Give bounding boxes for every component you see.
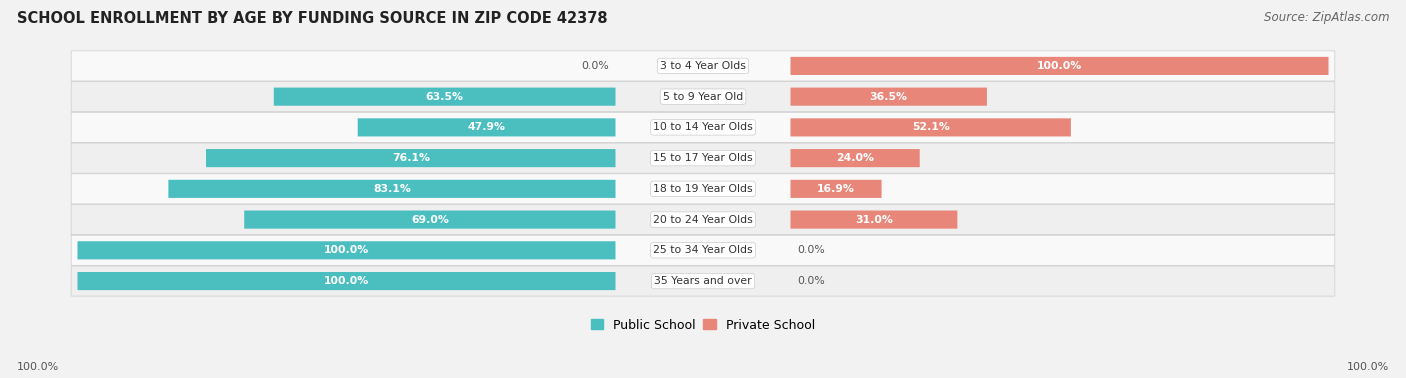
Text: 100.0%: 100.0%: [17, 363, 59, 372]
Text: 15 to 17 Year Olds: 15 to 17 Year Olds: [654, 153, 752, 163]
Text: 5 to 9 Year Old: 5 to 9 Year Old: [662, 91, 744, 102]
Text: 63.5%: 63.5%: [426, 91, 464, 102]
Text: 100.0%: 100.0%: [323, 276, 370, 286]
FancyBboxPatch shape: [790, 149, 920, 167]
Text: 0.0%: 0.0%: [797, 245, 824, 255]
Text: 47.9%: 47.9%: [468, 122, 506, 132]
Text: 36.5%: 36.5%: [870, 91, 908, 102]
FancyBboxPatch shape: [72, 82, 1334, 112]
FancyBboxPatch shape: [72, 112, 1334, 143]
FancyBboxPatch shape: [72, 266, 1334, 296]
Text: 18 to 19 Year Olds: 18 to 19 Year Olds: [654, 184, 752, 194]
Legend: Public School, Private School: Public School, Private School: [586, 313, 820, 336]
Text: 83.1%: 83.1%: [373, 184, 411, 194]
FancyBboxPatch shape: [169, 180, 616, 198]
FancyBboxPatch shape: [77, 272, 616, 290]
Text: 0.0%: 0.0%: [797, 276, 824, 286]
FancyBboxPatch shape: [72, 204, 1334, 235]
FancyBboxPatch shape: [357, 118, 616, 136]
Text: Source: ZipAtlas.com: Source: ZipAtlas.com: [1264, 11, 1389, 24]
Text: 69.0%: 69.0%: [411, 215, 449, 225]
FancyBboxPatch shape: [274, 88, 616, 106]
FancyBboxPatch shape: [72, 143, 1334, 173]
Text: 100.0%: 100.0%: [1036, 61, 1083, 71]
Text: 10 to 14 Year Olds: 10 to 14 Year Olds: [654, 122, 752, 132]
FancyBboxPatch shape: [207, 149, 616, 167]
FancyBboxPatch shape: [790, 118, 1071, 136]
FancyBboxPatch shape: [790, 57, 1329, 75]
FancyBboxPatch shape: [245, 211, 616, 229]
Text: 16.9%: 16.9%: [817, 184, 855, 194]
Text: 35 Years and over: 35 Years and over: [654, 276, 752, 286]
FancyBboxPatch shape: [72, 51, 1334, 81]
Text: 24.0%: 24.0%: [837, 153, 875, 163]
FancyBboxPatch shape: [790, 88, 987, 106]
FancyBboxPatch shape: [77, 241, 616, 259]
Text: 25 to 34 Year Olds: 25 to 34 Year Olds: [654, 245, 752, 255]
FancyBboxPatch shape: [790, 211, 957, 229]
FancyBboxPatch shape: [72, 174, 1334, 204]
FancyBboxPatch shape: [790, 180, 882, 198]
Text: 20 to 24 Year Olds: 20 to 24 Year Olds: [654, 215, 752, 225]
Text: SCHOOL ENROLLMENT BY AGE BY FUNDING SOURCE IN ZIP CODE 42378: SCHOOL ENROLLMENT BY AGE BY FUNDING SOUR…: [17, 11, 607, 26]
Text: 52.1%: 52.1%: [911, 122, 949, 132]
Text: 100.0%: 100.0%: [323, 245, 370, 255]
Text: 31.0%: 31.0%: [855, 215, 893, 225]
Text: 100.0%: 100.0%: [1347, 363, 1389, 372]
Text: 76.1%: 76.1%: [392, 153, 430, 163]
Text: 0.0%: 0.0%: [582, 61, 609, 71]
FancyBboxPatch shape: [72, 235, 1334, 265]
Text: 3 to 4 Year Olds: 3 to 4 Year Olds: [659, 61, 747, 71]
